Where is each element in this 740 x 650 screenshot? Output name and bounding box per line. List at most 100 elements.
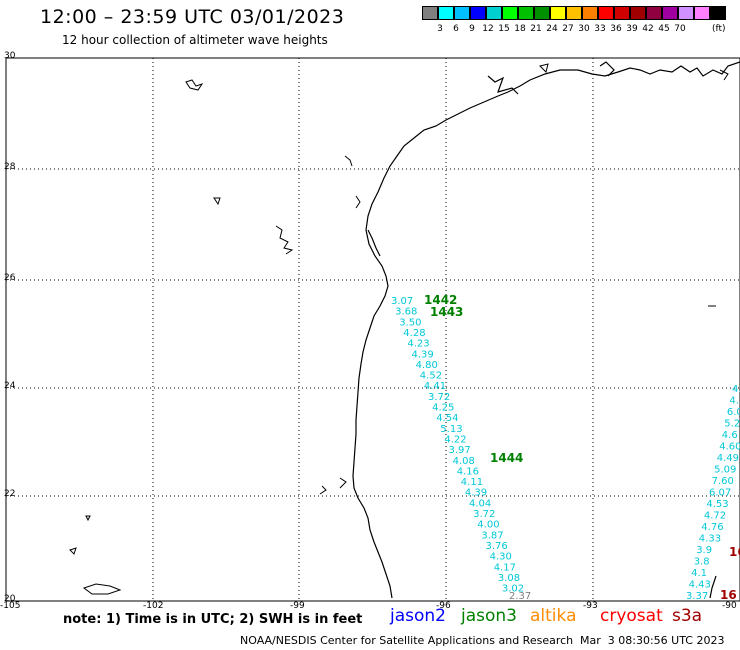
- lake-outline: [319, 485, 327, 495]
- coast-bay: [487, 75, 519, 95]
- scale-swatch: [550, 6, 566, 20]
- longitude-label: -99: [290, 601, 305, 611]
- scale-swatch: [454, 6, 470, 20]
- swh-value: 4.11: [461, 477, 483, 488]
- scale-unit: (ft): [712, 24, 726, 34]
- coast-peninsula: [709, 575, 717, 599]
- swh-value: 6.07: [709, 488, 731, 499]
- lake-outline: [213, 197, 221, 206]
- graticule: [6, 58, 740, 601]
- scale-label: 27: [562, 24, 574, 34]
- swh-value: 4.16: [457, 466, 479, 477]
- latitude-label: 26: [4, 273, 16, 283]
- legend-cryosat: cryosat: [600, 606, 663, 626]
- longitude-label: -90: [722, 601, 737, 611]
- scale-swatch: [502, 6, 518, 20]
- swh-value: 4.22: [444, 435, 466, 446]
- lake-outline: [82, 583, 122, 595]
- swh-value: 4.6: [722, 430, 738, 441]
- scale-label: 24: [546, 24, 558, 34]
- jason3-pass-time: 1443: [430, 305, 463, 319]
- map-subtitle: 12 hour collection of altimeter wave hei…: [62, 33, 328, 47]
- swh-value: 2.37: [509, 591, 531, 602]
- swh-value: 4.60: [719, 442, 740, 453]
- latitude-label: 24: [4, 381, 16, 391]
- scale-swatch: [566, 6, 582, 20]
- swh-value: 7.60: [712, 476, 734, 487]
- lake-outline: [344, 155, 353, 167]
- swh-value: 4.39: [465, 488, 487, 499]
- run-timestamp: Mar 3 08:30:56 UTC 2023: [580, 634, 725, 647]
- lake-outline: [339, 477, 347, 489]
- footer-note: note: 1) Time is in UTC; 2) SWH is in fe…: [63, 612, 363, 627]
- swh-value: 3.9: [696, 545, 712, 556]
- longitude-label: -105: [0, 601, 21, 611]
- scale-swatch: [534, 6, 550, 20]
- swh-value: 3.97: [449, 445, 471, 456]
- coast-marsh: [599, 61, 615, 77]
- swh-value: 4.54: [436, 413, 458, 424]
- scale-label: 36: [610, 24, 622, 34]
- scale-label: 15: [498, 24, 510, 34]
- lake-outline: [185, 79, 204, 91]
- swh-value: 3.72: [428, 392, 450, 403]
- swh-value: 3.37: [686, 591, 708, 602]
- scale-swatch: [630, 6, 646, 20]
- scale-swatch: [614, 6, 630, 20]
- swh-value: 3.8: [694, 557, 710, 568]
- longitude-label: -102: [143, 601, 164, 611]
- scale-label: 42: [642, 24, 654, 34]
- inland-lakes: [69, 63, 729, 595]
- altimeter-track-main: 3.073.683.504.284.234.394.804.524.413.72…: [391, 296, 531, 602]
- scale-label: 3: [437, 24, 443, 34]
- latitude-label: 30: [4, 51, 16, 61]
- scale-swatch: [582, 6, 598, 20]
- legend-s3a: s3a: [672, 606, 703, 626]
- scale-swatch: [518, 6, 534, 20]
- scale-swatch: [422, 6, 438, 20]
- scale-label: 30: [578, 24, 590, 34]
- latitude-label: 20: [4, 594, 16, 604]
- swh-value: 3.02: [502, 584, 524, 595]
- swh-value: 3.08: [498, 573, 520, 584]
- swh-value: 4.76: [701, 522, 723, 533]
- scale-label: 70: [674, 24, 686, 34]
- swh-value: 4.: [732, 384, 740, 395]
- swh-value: 4.30: [490, 552, 512, 563]
- swh-value: 4.00: [477, 520, 499, 531]
- cryosat-pass-time: 16: [720, 588, 737, 602]
- scale-swatch: [694, 6, 710, 20]
- swh-value: 4.1: [691, 568, 707, 579]
- scale-label: 21: [530, 24, 542, 34]
- lake-outline: [85, 515, 91, 522]
- scale-label: 12: [482, 24, 494, 34]
- swh-value: 3.50: [399, 317, 421, 328]
- swh-value: 5.09: [714, 465, 736, 476]
- legend-jason2: jason2: [390, 606, 446, 626]
- scale-swatch: [710, 6, 726, 20]
- coast-barrier: [367, 229, 381, 257]
- latitude-label: 22: [4, 489, 16, 499]
- scale-label: 6: [453, 24, 459, 34]
- scale-swatch: [662, 6, 678, 20]
- legend-jason3: jason3: [461, 606, 517, 626]
- coastline: [352, 61, 740, 599]
- gulf-coastline: [352, 61, 740, 599]
- swh-value: 4.72: [704, 511, 726, 522]
- scale-swatch: [486, 6, 502, 20]
- swh-value: 4.: [729, 396, 739, 407]
- scale-swatch: [470, 6, 486, 20]
- legend-altika: altika: [530, 606, 577, 626]
- swh-value: 4.80: [416, 360, 438, 371]
- swh-value: 4.08: [453, 456, 475, 467]
- swh-value: 4.17: [494, 562, 516, 573]
- swh-value: 4.49: [717, 453, 739, 464]
- map-title: 12:00 – 23:59 UTC 03/01/2023: [40, 6, 345, 28]
- swh-value: 4.41: [424, 381, 446, 392]
- lake-outline: [355, 195, 361, 209]
- swh-value: 3.68: [395, 307, 417, 318]
- credit-line: NOAA/NESDIS Center for Satellite Applica…: [240, 634, 574, 647]
- jason3-pass-time: 1444: [490, 451, 523, 465]
